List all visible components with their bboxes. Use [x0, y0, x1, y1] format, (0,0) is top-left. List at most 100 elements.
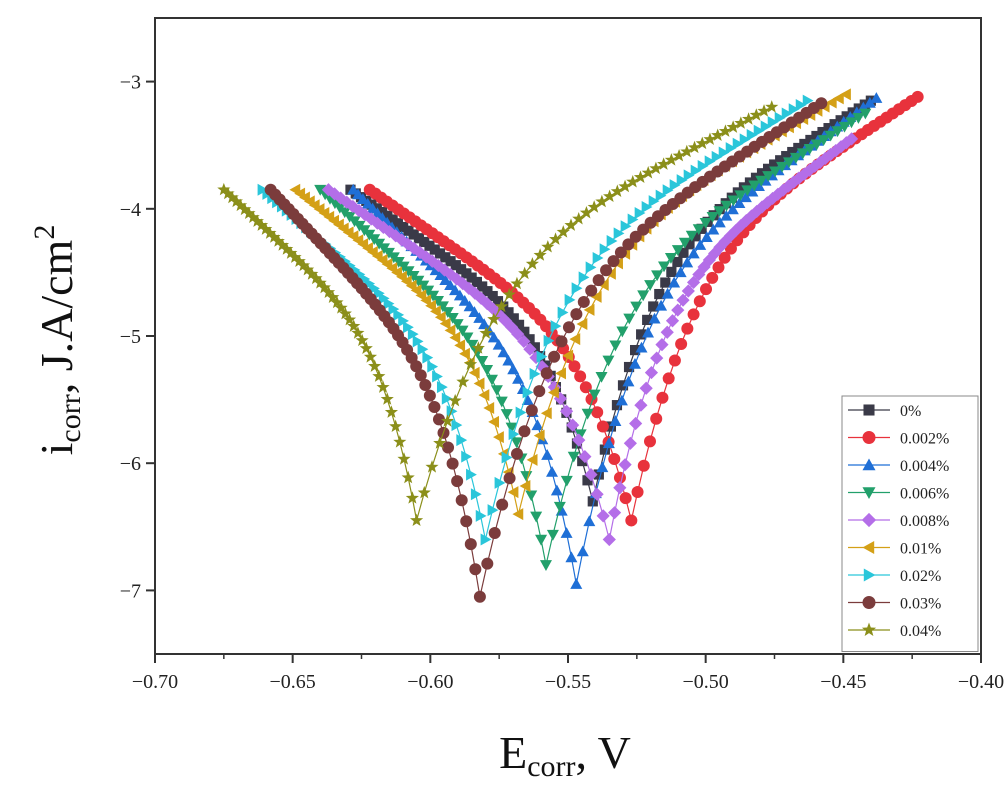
legend-item: 0.008% — [848, 512, 949, 530]
data-point — [410, 513, 424, 527]
data-point — [648, 312, 661, 324]
data-point — [699, 217, 712, 229]
data-point — [629, 416, 643, 431]
data-point — [630, 301, 643, 313]
data-point — [410, 360, 423, 373]
data-point — [446, 312, 459, 324]
data-point — [525, 490, 538, 502]
data-point — [655, 189, 667, 202]
data-point — [384, 405, 398, 418]
data-point — [454, 339, 466, 352]
data-point — [666, 266, 677, 278]
y-tick-label: −4 — [120, 199, 141, 221]
data-point — [711, 150, 723, 163]
data-point — [690, 164, 702, 177]
data-point — [626, 175, 640, 188]
data-point — [808, 159, 822, 173]
data-point — [581, 408, 594, 420]
data-point — [718, 146, 730, 159]
data-point — [523, 342, 537, 356]
legend-item: 0.002% — [848, 431, 949, 448]
data-point — [844, 132, 859, 146]
data-point — [623, 436, 637, 450]
data-point — [756, 168, 768, 179]
data-point — [560, 527, 573, 538]
plot-marks — [217, 88, 924, 603]
legend-marker — [862, 596, 876, 609]
data-point — [451, 319, 464, 330]
data-point — [669, 179, 681, 192]
data-point — [796, 148, 809, 160]
data-point — [681, 256, 694, 268]
data-point — [789, 152, 802, 164]
data-point — [572, 433, 586, 447]
legend-label: 0.02% — [900, 568, 941, 585]
data-point — [456, 374, 470, 388]
data-point — [724, 242, 737, 255]
data-point — [305, 267, 319, 280]
data-point — [622, 238, 635, 251]
data-point — [410, 284, 422, 297]
data-point — [680, 144, 694, 158]
data-point — [434, 248, 446, 259]
data-point — [450, 272, 464, 286]
data-point — [401, 470, 415, 484]
data-point — [507, 363, 520, 375]
data-point — [422, 351, 434, 364]
data-point — [500, 409, 513, 420]
data-point — [744, 209, 759, 223]
data-point — [280, 242, 294, 255]
data-point — [473, 377, 485, 390]
data-point — [505, 422, 518, 434]
data-point — [760, 196, 774, 210]
data-point — [769, 166, 782, 178]
data-point — [327, 187, 342, 201]
data-point — [463, 300, 476, 312]
data-point — [450, 260, 461, 271]
data-point — [412, 335, 424, 348]
data-point — [503, 472, 516, 485]
data-point — [392, 218, 403, 229]
data-point — [631, 486, 644, 499]
data-point — [398, 221, 409, 233]
data-point — [387, 214, 398, 225]
data-point — [473, 590, 486, 603]
data-point — [557, 306, 569, 319]
data-point — [522, 386, 534, 399]
data-point — [225, 190, 239, 204]
data-point — [606, 235, 618, 248]
data-point — [620, 220, 632, 233]
data-point — [543, 334, 555, 347]
data-point — [423, 389, 436, 402]
legend-marker — [863, 568, 876, 582]
data-point — [596, 420, 609, 433]
data-point — [441, 307, 454, 318]
data-point — [449, 331, 461, 344]
data-point — [578, 271, 590, 284]
data-point — [599, 243, 611, 256]
data-point — [473, 312, 486, 323]
data-point — [684, 239, 695, 250]
data-point — [405, 491, 419, 504]
data-point — [458, 294, 471, 306]
legend-marker — [862, 458, 876, 471]
data-point — [720, 209, 733, 221]
data-point — [727, 195, 740, 207]
data-point — [439, 274, 452, 285]
data-point — [687, 308, 700, 321]
data-point — [707, 223, 720, 235]
series-4 — [314, 108, 872, 571]
data-point — [432, 370, 443, 383]
data-point — [518, 425, 531, 438]
data-point — [671, 303, 685, 317]
data-point — [613, 481, 627, 495]
data-point — [487, 331, 500, 343]
data-point — [641, 200, 653, 213]
data-point — [259, 222, 273, 235]
data-point — [683, 169, 695, 182]
data-point — [685, 230, 698, 242]
data-point — [634, 398, 648, 412]
data-point — [526, 453, 538, 466]
data-point — [487, 290, 498, 302]
data-point — [593, 469, 604, 480]
